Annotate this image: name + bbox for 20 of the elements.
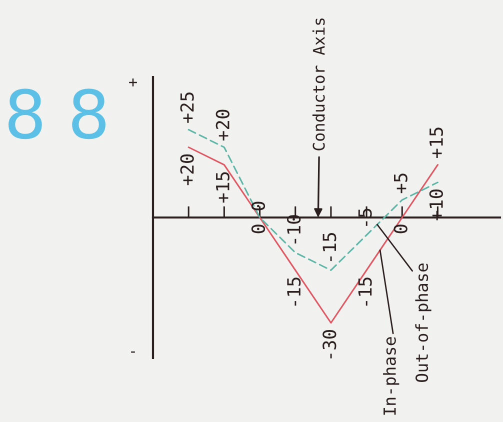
data-label: +20: [216, 110, 230, 140]
data-label: 0: [394, 224, 408, 234]
text: In-phase: [383, 337, 400, 415]
data-label: +20: [180, 154, 194, 186]
data-label: +15: [430, 128, 444, 158]
data-label: +25: [180, 92, 194, 123]
data-label: -15: [322, 233, 336, 262]
data-label: -15: [287, 278, 301, 306]
data-label: -5: [358, 208, 372, 226]
text: +: [129, 78, 137, 86]
data-label: +5: [394, 174, 408, 194]
data-label: -15: [358, 278, 372, 306]
data-label: -30: [322, 330, 336, 358]
data-label: +15: [216, 172, 230, 203]
text: 8 8: [8, 88, 106, 140]
text: Out-of-phase: [415, 264, 432, 382]
data-label: 0: [251, 224, 266, 234]
data-label: 0: [251, 202, 266, 210]
annotation: Conductor Axis: [312, 18, 325, 150]
text: -: [131, 351, 135, 353]
